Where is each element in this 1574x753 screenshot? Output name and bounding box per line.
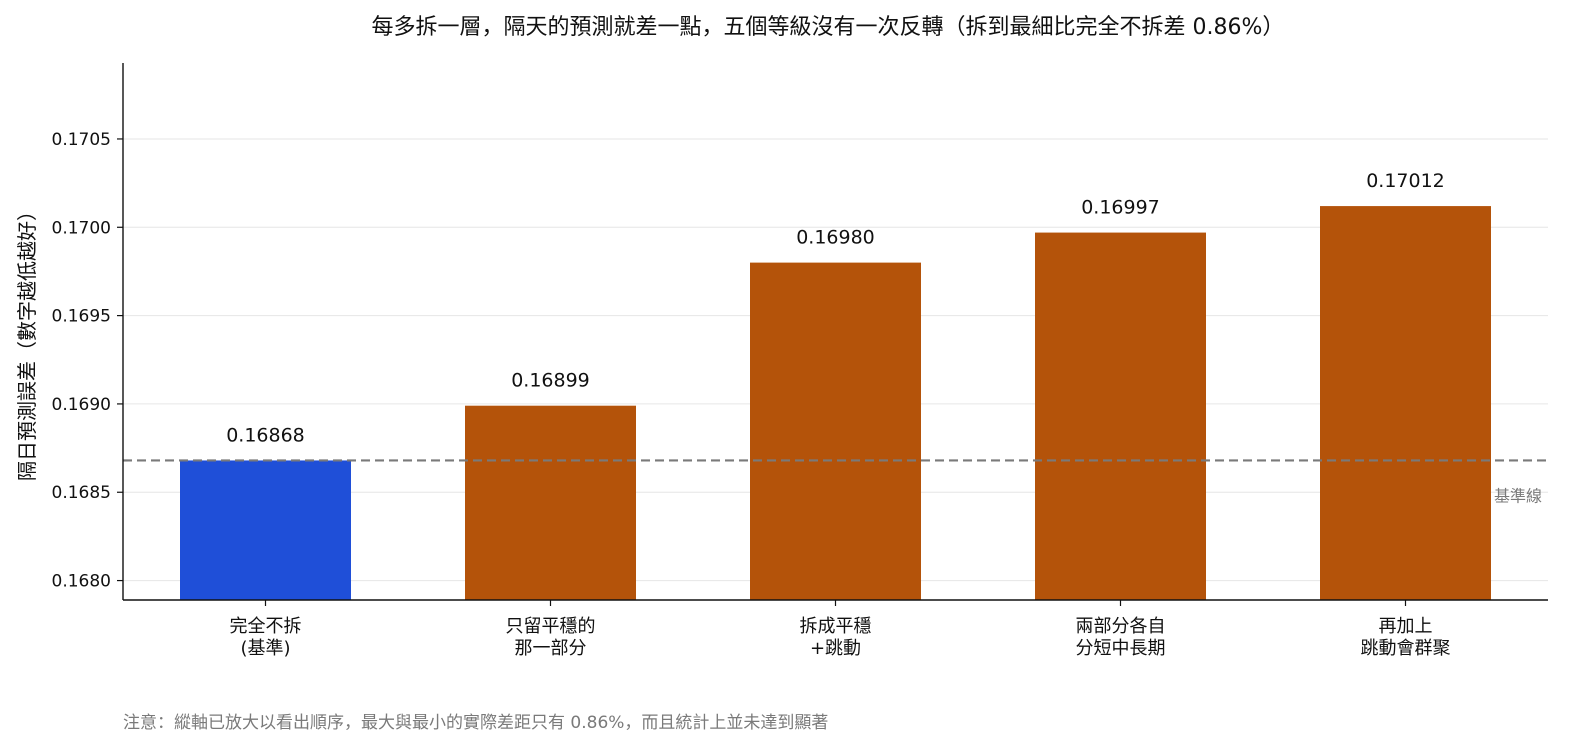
footnote: 注意：縱軸已放大以看出順序，最大與最小的實際差距只有 0.86%，而且統計上並未… bbox=[123, 713, 828, 733]
bar bbox=[750, 262, 921, 600]
data-label: 0.16868 bbox=[226, 424, 305, 446]
axes bbox=[117, 63, 1548, 606]
bar bbox=[180, 460, 351, 600]
data-label: 0.16997 bbox=[1081, 197, 1160, 219]
x-tick-label: 完全不拆 bbox=[230, 616, 302, 637]
data-label: 0.16980 bbox=[796, 227, 875, 249]
y-tick-label: 0.1690 bbox=[52, 395, 111, 415]
y-tick-labels: 0.1680 0.1685 0.1690 0.1695 0.1700 0.1705 bbox=[52, 130, 111, 592]
y-tick-label: 0.1705 bbox=[52, 130, 111, 150]
data-label: 0.17012 bbox=[1366, 170, 1445, 192]
data-labels: 0.16868 0.16899 0.16980 0.16997 0.17012 bbox=[226, 170, 1445, 446]
x-tick-label: 再加上 bbox=[1379, 616, 1433, 637]
x-tick-label: 分短中長期 bbox=[1076, 638, 1166, 659]
x-tick-label: 那一部分 bbox=[515, 638, 587, 659]
bar bbox=[1320, 206, 1491, 601]
bar bbox=[1035, 232, 1206, 600]
x-tick-label: 兩部分各自 bbox=[1076, 616, 1166, 637]
baseline-group: 基準線 bbox=[123, 459, 1548, 505]
y-tick-label: 0.1685 bbox=[52, 483, 111, 503]
x-tick-label: +跳動 bbox=[810, 638, 861, 659]
x-tick-label: 拆成平穩 bbox=[800, 616, 872, 637]
y-tick-label: 0.1700 bbox=[52, 218, 111, 238]
chart-title: 每多拆一層，隔天的預測就差一點，五個等級沒有一次反轉（拆到最細比完全不拆差 0.… bbox=[372, 15, 1285, 40]
x-tick-label: 跳動會群聚 bbox=[1361, 638, 1451, 659]
x-tick-label: 只留平穩的 bbox=[506, 616, 596, 637]
baseline-label: 基準線 bbox=[1494, 486, 1542, 505]
bars bbox=[180, 206, 1491, 601]
y-tick-label: 0.1695 bbox=[52, 307, 111, 327]
x-tick-label: (基準) bbox=[240, 638, 290, 659]
bar bbox=[465, 405, 636, 600]
y-axis-title: 隔日預測誤差（數字越低越好） bbox=[15, 201, 39, 481]
y-tick-label: 0.1680 bbox=[52, 572, 111, 592]
data-label: 0.16899 bbox=[511, 370, 590, 392]
